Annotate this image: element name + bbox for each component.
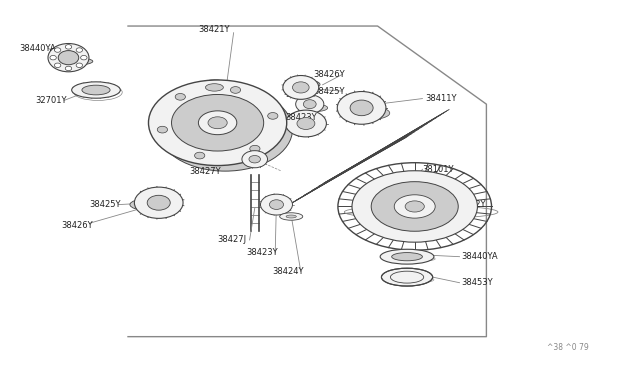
Ellipse shape [50,55,56,60]
Ellipse shape [392,253,422,261]
Ellipse shape [249,155,260,163]
Ellipse shape [54,63,61,68]
Ellipse shape [134,187,183,218]
Text: 38425Y: 38425Y [90,200,121,209]
Ellipse shape [242,151,268,168]
Ellipse shape [371,182,458,231]
Text: 38427Y: 38427Y [189,167,220,176]
Ellipse shape [269,200,284,209]
Ellipse shape [230,87,241,93]
Text: 38101Y: 38101Y [422,165,454,174]
Ellipse shape [297,118,315,129]
Ellipse shape [405,201,424,212]
Ellipse shape [337,92,386,124]
Ellipse shape [346,106,390,120]
Ellipse shape [303,100,316,109]
Text: 32701Y: 32701Y [35,96,67,105]
Ellipse shape [72,82,120,98]
Ellipse shape [286,215,296,218]
Ellipse shape [175,93,186,100]
Ellipse shape [300,83,312,86]
Ellipse shape [65,45,72,49]
Text: 38423Y: 38423Y [246,248,278,257]
Ellipse shape [158,88,292,171]
Ellipse shape [81,55,87,60]
Ellipse shape [147,195,170,210]
Ellipse shape [58,51,79,65]
Ellipse shape [54,48,61,52]
Text: 38424Y: 38424Y [285,90,316,99]
Ellipse shape [65,66,72,71]
Ellipse shape [350,100,373,116]
Ellipse shape [130,199,168,211]
Text: 38411Y: 38411Y [426,94,457,103]
Ellipse shape [302,104,328,112]
Ellipse shape [157,126,168,133]
Ellipse shape [260,194,292,215]
Ellipse shape [76,63,83,68]
Text: 38421Y: 38421Y [198,25,230,34]
Ellipse shape [292,80,320,89]
Ellipse shape [352,171,477,242]
Ellipse shape [296,95,324,113]
Ellipse shape [195,152,205,159]
Ellipse shape [150,115,176,126]
Text: 38426Y: 38426Y [61,221,92,230]
Ellipse shape [57,58,93,65]
Ellipse shape [205,84,223,91]
Ellipse shape [285,110,326,137]
Ellipse shape [380,249,434,264]
Text: 38427J: 38427J [218,235,247,244]
Ellipse shape [283,76,319,99]
Ellipse shape [381,268,433,286]
Ellipse shape [141,202,157,207]
Ellipse shape [250,145,260,152]
Text: 38440YA: 38440YA [19,44,56,53]
Text: 38440YA: 38440YA [461,252,497,261]
Ellipse shape [198,111,237,135]
Ellipse shape [280,213,303,220]
Text: 38426Y: 38426Y [314,70,345,79]
Ellipse shape [394,195,435,218]
Ellipse shape [48,44,89,72]
Text: 38424Y: 38424Y [272,267,303,276]
Ellipse shape [268,113,278,119]
Ellipse shape [208,117,227,129]
Ellipse shape [76,48,83,52]
Ellipse shape [148,80,287,166]
Text: 38423Y: 38423Y [285,113,316,122]
Text: ^38 ^0 79: ^38 ^0 79 [547,343,589,352]
Ellipse shape [82,85,110,95]
Ellipse shape [292,82,309,93]
Ellipse shape [172,94,264,151]
Text: 38425Y: 38425Y [314,87,345,96]
Text: 38453Y: 38453Y [461,278,492,287]
Ellipse shape [196,80,232,95]
Text: 38102Y: 38102Y [454,200,486,209]
